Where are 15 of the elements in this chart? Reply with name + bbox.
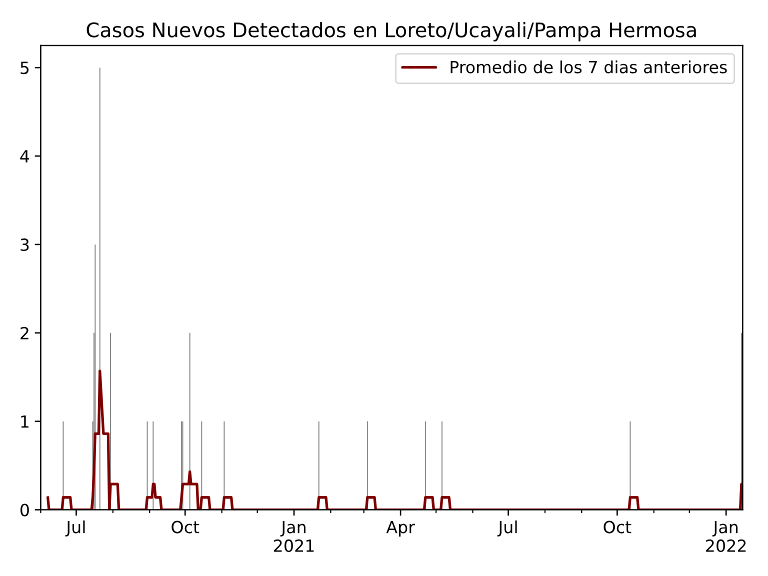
x-tick-label: Oct (604, 520, 632, 534)
x-tick-label: Oct (172, 520, 200, 534)
y-tick-label: 3 (20, 238, 29, 252)
x-tick-label: Jul (497, 520, 517, 536)
y-tick-label: 4 (20, 150, 30, 162)
legend-label: Promedio de los 7 dias anteriores (450, 60, 727, 74)
y-tick-label: 2 (20, 326, 28, 340)
y-tick-label: 5 (20, 62, 29, 74)
x-tick-label: Jul (65, 520, 85, 536)
chart-title: Casos Nuevos Detectados en Loreto/Ucayali/Pampa Hermosa (86, 22, 696, 42)
x-tick-label: Apr (386, 520, 415, 537)
x-tick-label: Jan 2021 (274, 520, 314, 552)
y-tick-label: 0 (20, 504, 29, 516)
x-tick-label: Jan 2022 (706, 520, 746, 552)
y-tick-label: 1 (21, 416, 28, 428)
